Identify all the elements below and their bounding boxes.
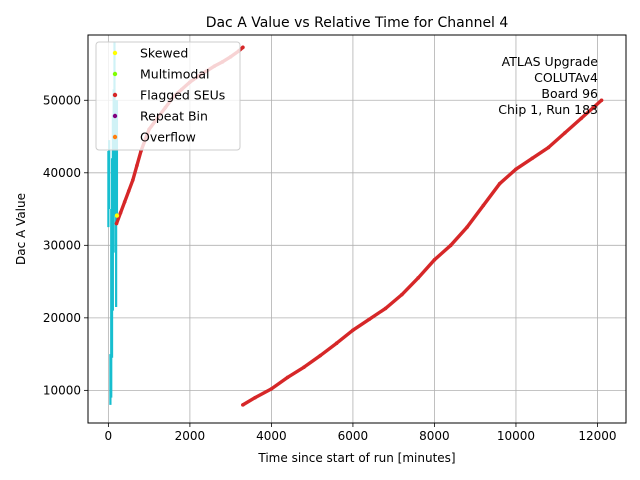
legend-box [95,41,241,151]
y-tick-label: 20000 [43,311,81,325]
annotation-line-1: ATLAS Upgrade [502,54,599,69]
data-point [465,225,469,229]
data-point [122,200,127,204]
data-point [481,203,486,208]
legend-marker [112,134,118,140]
y-tick-label: 10000 [43,383,81,397]
data-point [241,403,245,407]
x-tick-label: 2000 [175,429,206,443]
grid [88,35,626,423]
legend-marker [112,50,118,56]
data-point [285,375,290,380]
x-axis-ticks: 0 2000 4000 6000 8000 10000 12000 [105,423,617,443]
data-point [497,181,502,186]
x-tick-label: 0 [105,429,113,443]
data-point [131,178,135,182]
annotation-block: ATLAS Upgrade COLUTAv4 Board 96 Chip 1, … [498,54,598,117]
chart-title: Dac A Value vs Relative Time for Channel… [206,15,509,31]
y-tick-label: 50000 [43,93,81,107]
annotation-line-2: COLUTAv4 [534,70,598,85]
legend-label: Skewed [140,46,188,61]
data-point [253,395,257,400]
data-point [118,210,123,215]
data-point [579,116,583,121]
x-axis-label: Time since start of run [minutes] [257,451,455,465]
legend-label: Overflow [140,130,196,145]
y-axis-label: Dac A Value [14,193,28,265]
legend-label: Flagged SEUs [140,88,225,103]
legend-label: Multimodal [140,67,209,82]
data-point [514,167,518,171]
legend: Skewed Multimodal Flagged SEUs Repeat Bin Ov… [95,41,241,151]
y-axis-ticks: 10000 20000 30000 40000 50000 [43,93,88,397]
y-tick-label: 30000 [43,238,81,252]
data-point [302,365,306,369]
legend-label: Repeat Bin [140,109,208,124]
data-point [599,98,604,103]
y-tick-label: 40000 [43,166,81,180]
data-point [383,306,388,311]
x-tick-label: 6000 [338,429,369,443]
annotation-line-3: Board 96 [541,86,598,101]
x-tick-label: 10000 [497,429,535,443]
legend-marker [112,92,118,98]
data-point [546,145,551,150]
data-point [563,131,567,135]
data-point [367,317,372,322]
data-point [241,45,245,50]
data-point [416,276,420,280]
data-point [530,156,535,161]
data-point [432,258,437,262]
data-point [114,213,120,218]
data-point [114,221,119,226]
data-point [351,328,355,332]
plot-frame [87,34,627,424]
legend-marker [112,113,118,119]
annotation-line-4: Chip 1, Run 183 [498,102,598,117]
data-point [135,163,139,168]
data-point [318,353,323,358]
data-point [448,243,453,248]
data-point [269,387,274,391]
legend-items: Skewed Multimodal Flagged SEUs Repeat Bin Ov… [112,46,225,145]
data-point [126,189,131,193]
x-tick-label: 4000 [256,429,287,443]
x-tick-label: 8000 [419,429,450,443]
x-tick-label: 12000 [578,429,616,443]
legend-marker [112,71,118,77]
data-point [400,292,404,297]
data-point [334,341,339,346]
